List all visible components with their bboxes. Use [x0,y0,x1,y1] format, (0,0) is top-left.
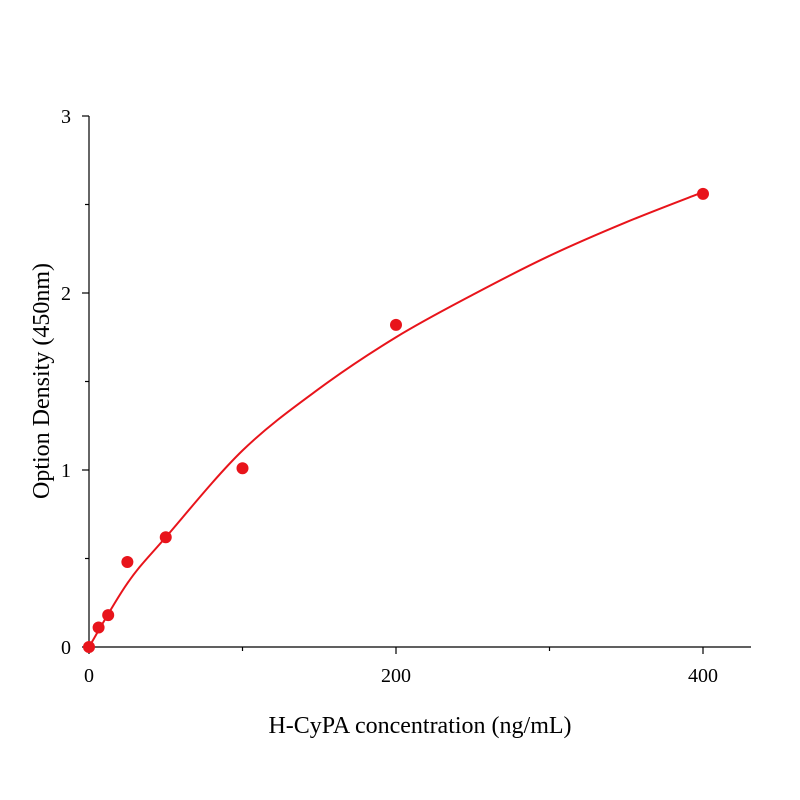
data-point [102,609,115,622]
x-tick-label: 400 [688,665,718,687]
ticks [82,115,704,654]
y-tick-label: 3 [61,106,71,128]
y-tick-label: 1 [61,460,71,482]
data-point [390,318,402,331]
axes [88,116,751,648]
y-axis-title: Option Density (450nm) [29,263,55,499]
x-tick-label: 0 [84,665,94,687]
tick-labels: 0 200 400 0 1 2 3 [61,106,718,687]
y-tick-label: 0 [61,637,71,659]
data-point [92,621,105,634]
data-point [83,641,95,653]
x-tick-label: 200 [381,665,411,687]
data-point [121,556,134,569]
y-tick-label: 2 [61,283,71,305]
x-axis-title: H-CyPA concentration (ng/mL) [268,713,571,739]
data-points [83,187,709,653]
data-point [236,462,249,475]
data-point [159,531,172,544]
data-point [697,187,709,200]
fit-curve [88,191,704,648]
